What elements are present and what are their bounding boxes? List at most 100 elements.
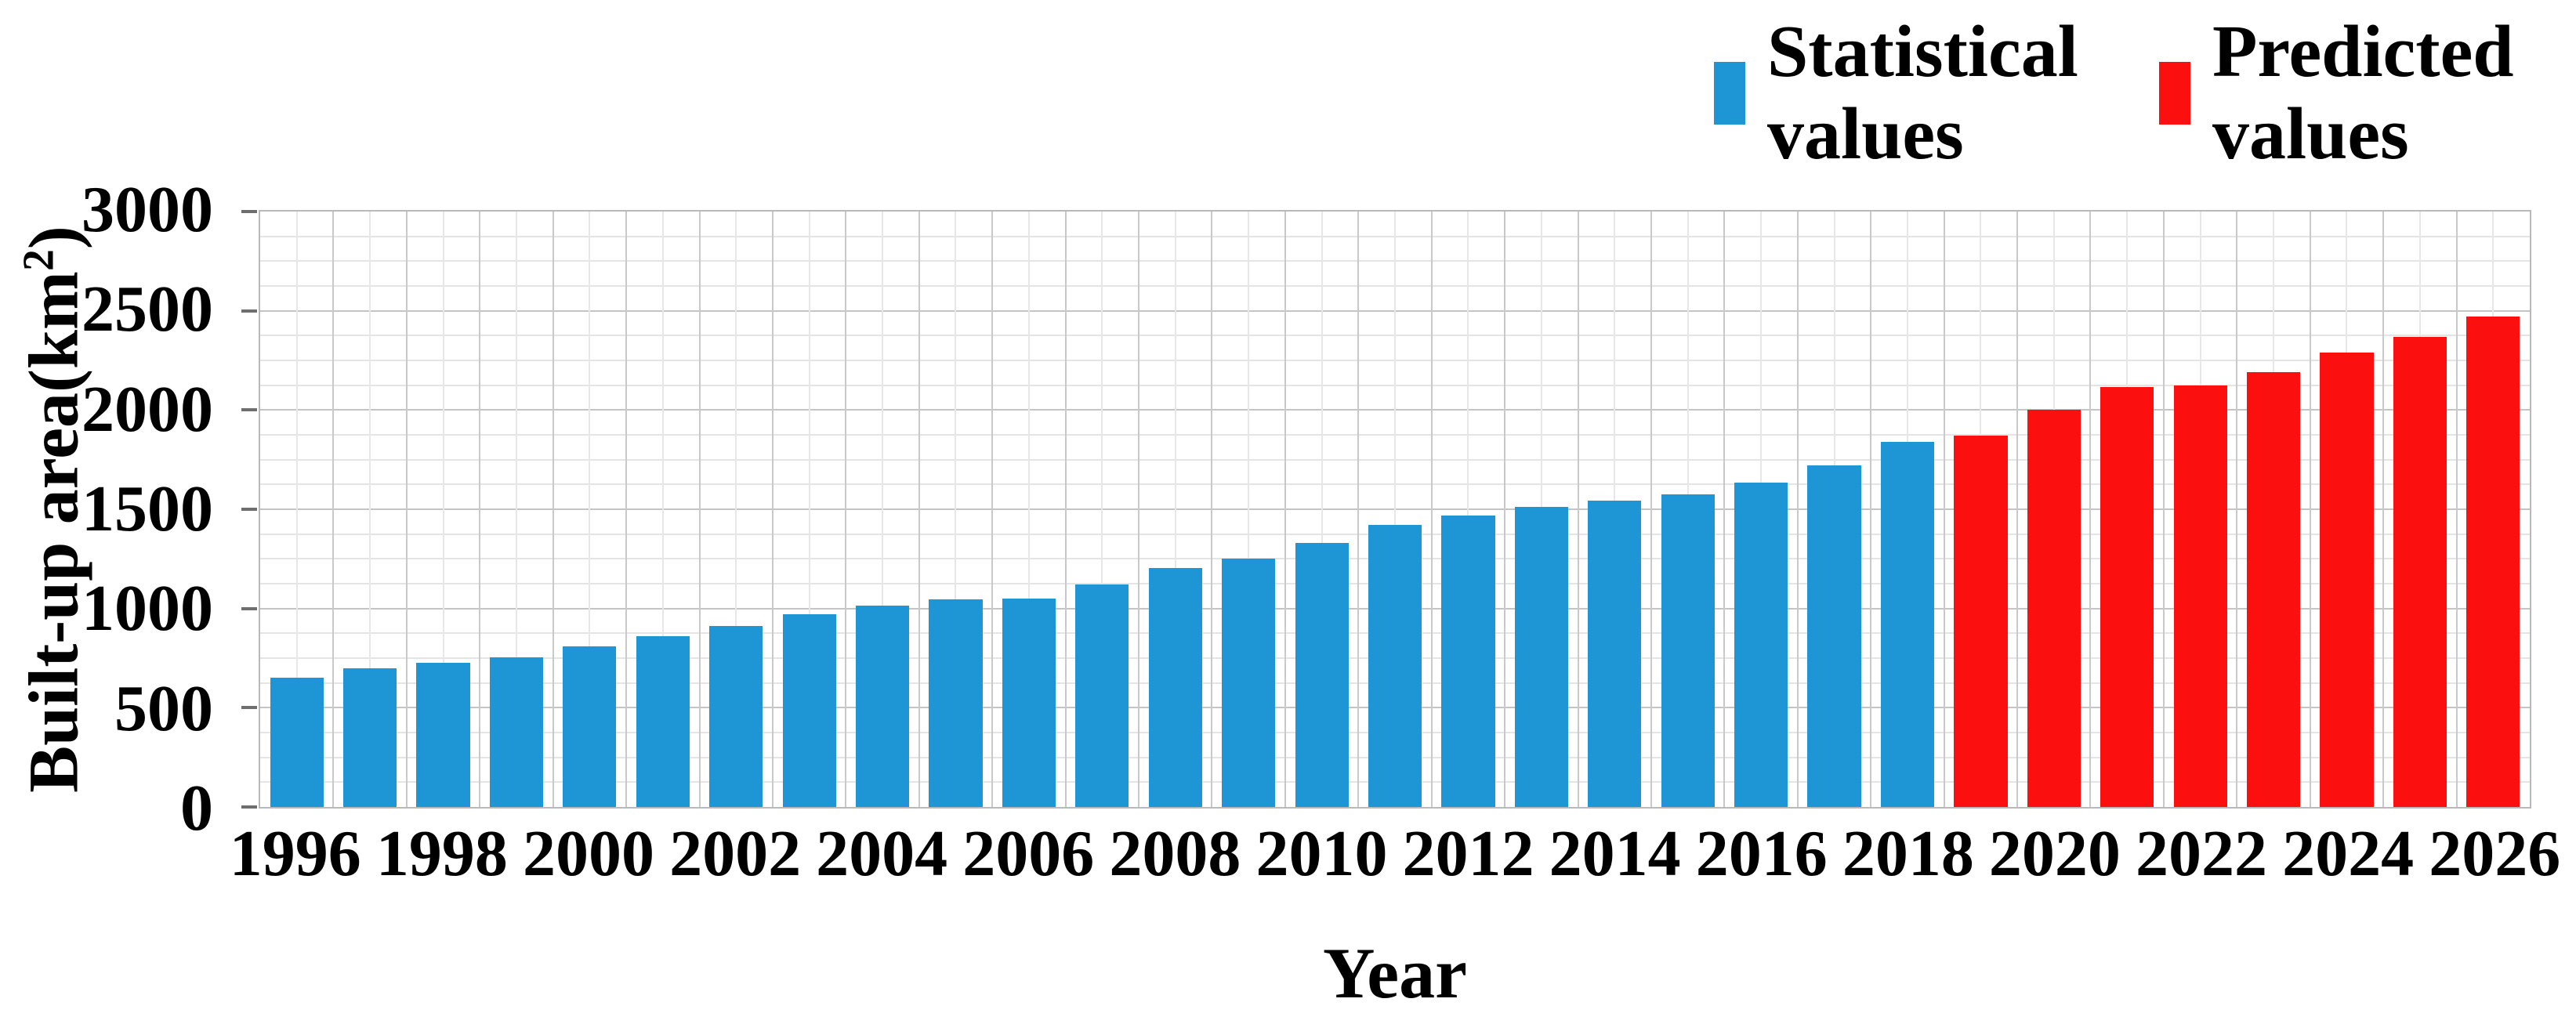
bar-slot-2012 — [1432, 212, 1505, 807]
bar-slot-2023 — [2237, 212, 2310, 807]
bar-slot-1996 — [260, 212, 333, 807]
x-tick-label-2004: 2004 — [816, 817, 948, 890]
gridline-vertical — [1027, 212, 1030, 807]
gridline-vertical — [991, 212, 994, 807]
bar-2007 — [1075, 584, 1129, 807]
gridline-vertical — [479, 212, 481, 807]
bar-slot-2002 — [700, 212, 773, 807]
y-tick-mark — [241, 408, 257, 412]
y-tick-mark — [241, 606, 257, 610]
bar-slot-2011 — [1358, 212, 1431, 807]
bar-2001 — [636, 636, 690, 807]
bar-slot-2019 — [1944, 212, 2017, 807]
x-tick-label-2026: 2026 — [2429, 817, 2561, 890]
bar-slot-2010 — [1285, 212, 1358, 807]
gridline-vertical — [1138, 212, 1140, 807]
gridline-vertical — [552, 212, 554, 807]
legend: Statistical values Predicted values — [1714, 11, 2549, 176]
bar-slot-1999 — [480, 212, 553, 807]
bar-2006 — [1002, 599, 1056, 807]
bar-2003 — [782, 614, 836, 807]
gridline-vertical — [1723, 212, 1726, 807]
gridline-vertical — [1796, 212, 1799, 807]
gridline-vertical — [882, 212, 884, 807]
gridline-vertical — [2236, 212, 2238, 807]
bar-slot-2008 — [1139, 212, 1212, 807]
bar-slot-2026 — [2457, 212, 2530, 807]
x-tick-label-1996: 1996 — [229, 817, 361, 890]
gridline-vertical — [698, 212, 701, 807]
gridline-vertical — [1504, 212, 1506, 807]
legend-swatch-predicted — [2159, 62, 2190, 125]
gridline-vertical — [1394, 212, 1396, 807]
bar-slot-2000 — [553, 212, 626, 807]
gridline-vertical — [808, 212, 810, 807]
bar-2002 — [709, 626, 763, 807]
y-tick-label-2500: 2500 — [82, 273, 213, 346]
x-tick-label-2022: 2022 — [2136, 817, 2268, 890]
gridline-vertical — [405, 212, 408, 807]
bar-2013 — [1514, 507, 1568, 807]
gridline-vertical — [1284, 212, 1286, 807]
gridline-vertical — [1870, 212, 1872, 807]
gridline-vertical — [735, 212, 737, 807]
bar-2004 — [855, 605, 910, 807]
bars — [260, 212, 2530, 807]
gridline-vertical — [1248, 212, 1250, 807]
bar-slot-2009 — [1212, 212, 1284, 807]
bar-slot-2016 — [1724, 212, 1797, 807]
y-tick-label-3000: 3000 — [82, 173, 213, 246]
gridline-vertical — [955, 212, 957, 807]
bar-2023 — [2247, 372, 2301, 807]
bar-2018 — [1880, 441, 1935, 807]
bar-slot-2003 — [773, 212, 846, 807]
y-tick-mark — [241, 309, 257, 313]
bar-slot-2005 — [919, 212, 992, 807]
bar-2009 — [1222, 559, 1276, 807]
gridline-vertical — [369, 212, 371, 807]
gridline-vertical — [1211, 212, 1213, 807]
gridline-vertical — [2089, 212, 2092, 807]
legend-item-predicted: Predicted values — [2159, 11, 2549, 176]
bar-1996 — [270, 678, 324, 807]
bar-2019 — [1954, 436, 2008, 807]
gridline-vertical — [332, 212, 335, 807]
x-tick-label-2016: 2016 — [1695, 817, 1828, 890]
bar-slot-2006 — [992, 212, 1065, 807]
x-axis-title: Year — [1323, 933, 1467, 1013]
gridline-vertical — [1064, 212, 1067, 807]
y-tick-mark — [241, 805, 257, 809]
legend-label-predicted: Predicted values — [2212, 11, 2514, 175]
gridline-vertical — [2016, 212, 2019, 807]
gridline-vertical — [625, 212, 628, 807]
legend-item-statistical: Statistical values — [1714, 11, 2104, 176]
bar-slot-2017 — [1798, 212, 1871, 807]
y-tick-mark — [241, 706, 257, 710]
bar-slot-2007 — [1066, 212, 1139, 807]
gridline-vertical — [1101, 212, 1103, 807]
y-tick-label-0: 0 — [180, 772, 213, 845]
bar-2010 — [1295, 543, 1349, 807]
y-tick-label-2000: 2000 — [82, 372, 213, 446]
bar-slot-2001 — [626, 212, 699, 807]
x-tick-label-2006: 2006 — [962, 817, 1095, 890]
gridline-vertical — [1577, 212, 1579, 807]
bar-2025 — [2393, 336, 2447, 807]
bar-2017 — [1807, 465, 1861, 807]
bar-2021 — [2100, 387, 2154, 807]
gridline-vertical — [515, 212, 517, 807]
bar-2015 — [1661, 494, 1715, 807]
gridline-vertical — [1943, 212, 1945, 807]
bar-slot-2021 — [2091, 212, 2164, 807]
gridline-vertical — [2309, 212, 2311, 807]
x-tick-label-2002: 2002 — [669, 817, 802, 890]
y-axis-labels: 0 500 1000 1500 2000 2500 3000 — [0, 177, 235, 841]
x-tick-label-2018: 2018 — [1842, 817, 1974, 890]
x-tick-label-2020: 2020 — [1988, 817, 2121, 890]
gridline-vertical — [589, 212, 591, 807]
bar-slot-1998 — [407, 212, 480, 807]
bar-2022 — [2173, 385, 2227, 807]
gridline-vertical — [1430, 212, 1433, 807]
y-tick-label-500: 500 — [114, 671, 213, 745]
gridline-vertical — [918, 212, 920, 807]
